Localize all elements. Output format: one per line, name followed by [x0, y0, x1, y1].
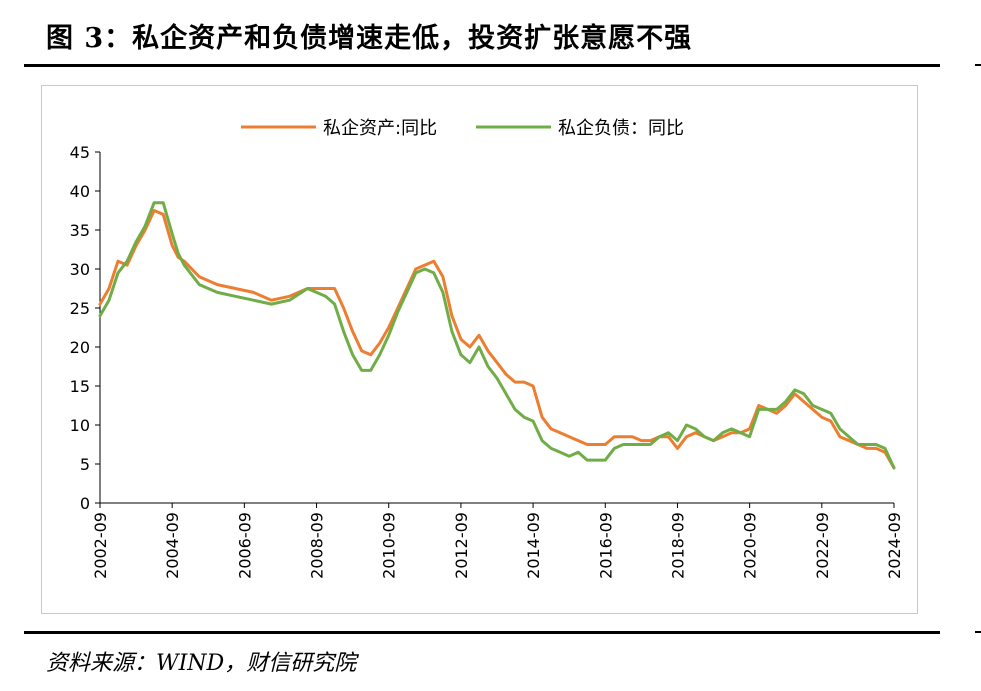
y-tick-label: 45 — [70, 143, 90, 162]
legend-label-2: 私企负债：同比 — [558, 118, 684, 139]
y-tick-label: 10 — [70, 416, 90, 435]
line-chart: 0 5 10 15 20 25 30 35 40 45 2002-09 2004-09 2006-09 2… — [70, 118, 904, 579]
chart-frame: 0 5 10 15 20 25 30 35 40 45 2002-09 2004-09 2006-09 2… — [41, 85, 918, 614]
x-tick-label: 2006-09 — [235, 512, 254, 579]
edge-mark-top — [975, 64, 981, 66]
y-tick-label: 0 — [80, 494, 90, 513]
bottom-rule — [24, 631, 940, 634]
y-tick-label: 20 — [70, 338, 90, 357]
figure-title: 图 3：私企资产和负债增速走低，投资扩张意愿不强 — [46, 23, 693, 54]
edge-mark-bottom — [975, 631, 981, 633]
x-tick-label: 2018-09 — [668, 512, 687, 579]
axes-layer: 0 5 10 15 20 25 30 35 40 45 2002-09 2004-09 2006-09 2… — [70, 143, 904, 579]
legend-label-1: 私企资产:同比 — [323, 118, 437, 139]
y-tick-label: 15 — [70, 377, 90, 396]
x-tick-label: 2004-09 — [163, 512, 182, 579]
series-layer — [98, 201, 896, 470]
legend: 私企资产:同比 私企负债：同比 — [241, 118, 684, 139]
y-tick-label: 5 — [80, 455, 90, 474]
y-tick-label: 35 — [70, 221, 90, 240]
y-tick-label: 30 — [70, 260, 90, 279]
y-tick-label: 40 — [70, 182, 90, 201]
x-tick-label: 2008-09 — [308, 512, 327, 579]
x-tick-label: 2024-09 — [885, 512, 904, 579]
x-tick-label: 2020-09 — [741, 512, 760, 579]
x-tick-label: 2014-09 — [524, 512, 543, 579]
x-tick-label: 2010-09 — [380, 512, 399, 579]
top-rule — [24, 64, 940, 67]
x-tick-label: 2022-09 — [813, 512, 832, 579]
series-line-1 — [98, 209, 896, 470]
x-tick-label: 2012-09 — [452, 512, 471, 579]
series-line-2 — [98, 201, 896, 470]
x-tick-label: 2002-09 — [91, 512, 110, 579]
x-tick-label: 2016-09 — [596, 512, 615, 579]
source-note: 资料来源：WIND，财信研究院 — [46, 651, 357, 676]
y-tick-label: 25 — [70, 299, 90, 318]
